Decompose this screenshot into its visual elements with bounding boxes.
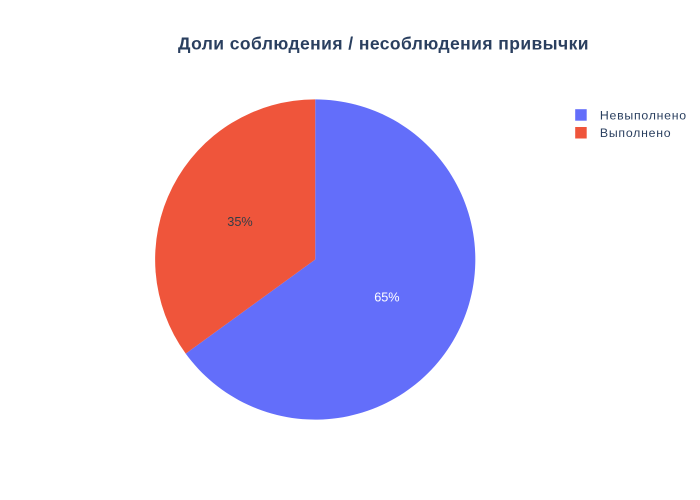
svg-text:Невыполнено: Невыполнено — [600, 108, 687, 122]
svg-text:65%: 65% — [374, 290, 399, 304]
svg-text:Выполнено: Выполнено — [600, 126, 671, 140]
svg-text:35%: 35% — [227, 215, 252, 229]
svg-text:Доли соблюдения / несоблюдения: Доли соблюдения / несоблюдения привычки — [178, 33, 589, 53]
